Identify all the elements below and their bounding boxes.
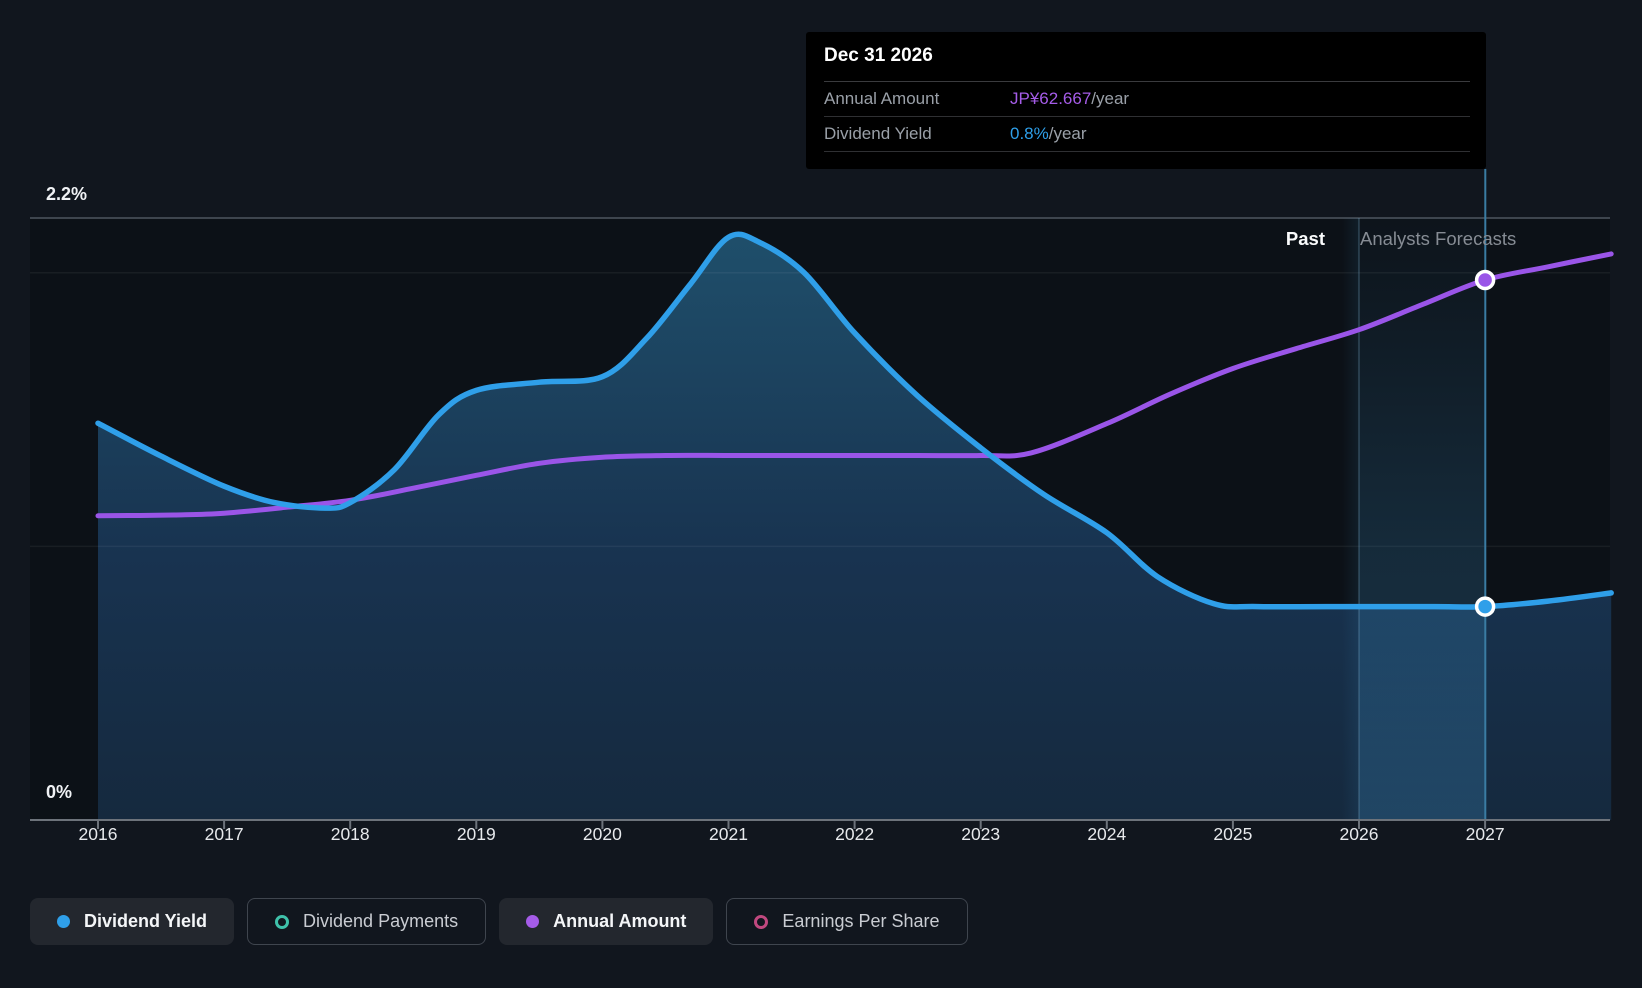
x-axis-label-2024: 2024 — [1087, 824, 1127, 844]
tooltip-row-label: Annual Amount — [824, 89, 940, 108]
tooltip-row-value: JP¥62.667 — [1010, 89, 1092, 108]
dividend-yield-dot — [57, 915, 70, 928]
legend-item-annual-amount[interactable]: Annual Amount — [499, 898, 714, 945]
legend-item-dividend-yield[interactable]: Dividend Yield — [30, 898, 235, 945]
tooltip-row-suffix: /year — [1091, 89, 1130, 108]
x-axis-label-2016: 2016 — [78, 824, 118, 844]
hover-tooltip: Dec 31 2026 Annual Amount JP¥62.667/year D… — [806, 32, 1486, 169]
x-axis-label-2022: 2022 — [835, 824, 875, 844]
tooltip-date: Dec 31 2026 — [824, 32, 1470, 82]
tooltip-row: Dividend Yield 0.8%/year — [824, 117, 1470, 152]
marker-dot-dividend-yield[interactable] — [1474, 596, 1496, 617]
legend-label: Dividend Payments — [303, 911, 459, 931]
tooltip-row-suffix: /year — [1048, 124, 1087, 143]
x-axis-label-2019: 2019 — [456, 824, 496, 844]
legend: Dividend Yield Dividend Payments Annual Am… — [30, 898, 968, 945]
x-axis-label-2025: 2025 — [1213, 824, 1253, 844]
forecast-zone-label: Analysts Forecasts — [1360, 228, 1517, 249]
past-zone-label: Past — [1285, 228, 1325, 249]
annual-amount-dot — [526, 915, 540, 928]
dividend-payments-dot — [275, 914, 290, 929]
x-axis-label-2020: 2020 — [582, 824, 622, 844]
x-axis-label-2021: 2021 — [709, 824, 748, 844]
x-axis-label-2018: 2018 — [330, 824, 370, 844]
dividend-yield-area — [98, 234, 1612, 820]
x-axis-label-2023: 2023 — [961, 824, 1001, 844]
tooltip-row-value: 0.8% — [1010, 124, 1049, 143]
tooltip-row: Annual Amount JP¥62.667/year — [824, 82, 1470, 117]
y-axis-label-zero: 0% — [46, 782, 73, 802]
legend-item-earnings-per-share[interactable]: Earnings Per Share — [726, 898, 968, 945]
forecast-band-fade — [1342, 218, 1359, 820]
x-axis-label-2027: 2027 — [1465, 824, 1505, 844]
dividend-yield-line — [95, 231, 1614, 610]
marker-dot-annual-amount[interactable] — [1474, 269, 1496, 291]
x-axis-label-2026: 2026 — [1339, 824, 1379, 844]
legend-label: Dividend Yield — [84, 911, 208, 931]
earnings-per-share-dot — [754, 914, 769, 929]
y-axis-label-max: 2.2% — [46, 184, 88, 204]
legend-item-dividend-payments[interactable]: Dividend Payments — [247, 898, 487, 945]
legend-label: Annual Amount — [553, 911, 687, 931]
forecast-highlight-band — [1359, 218, 1486, 820]
x-axis-label-2017: 2017 — [204, 824, 244, 844]
legend-label: Earnings Per Share — [782, 911, 940, 931]
tooltip-row-label: Dividend Yield — [824, 124, 932, 143]
